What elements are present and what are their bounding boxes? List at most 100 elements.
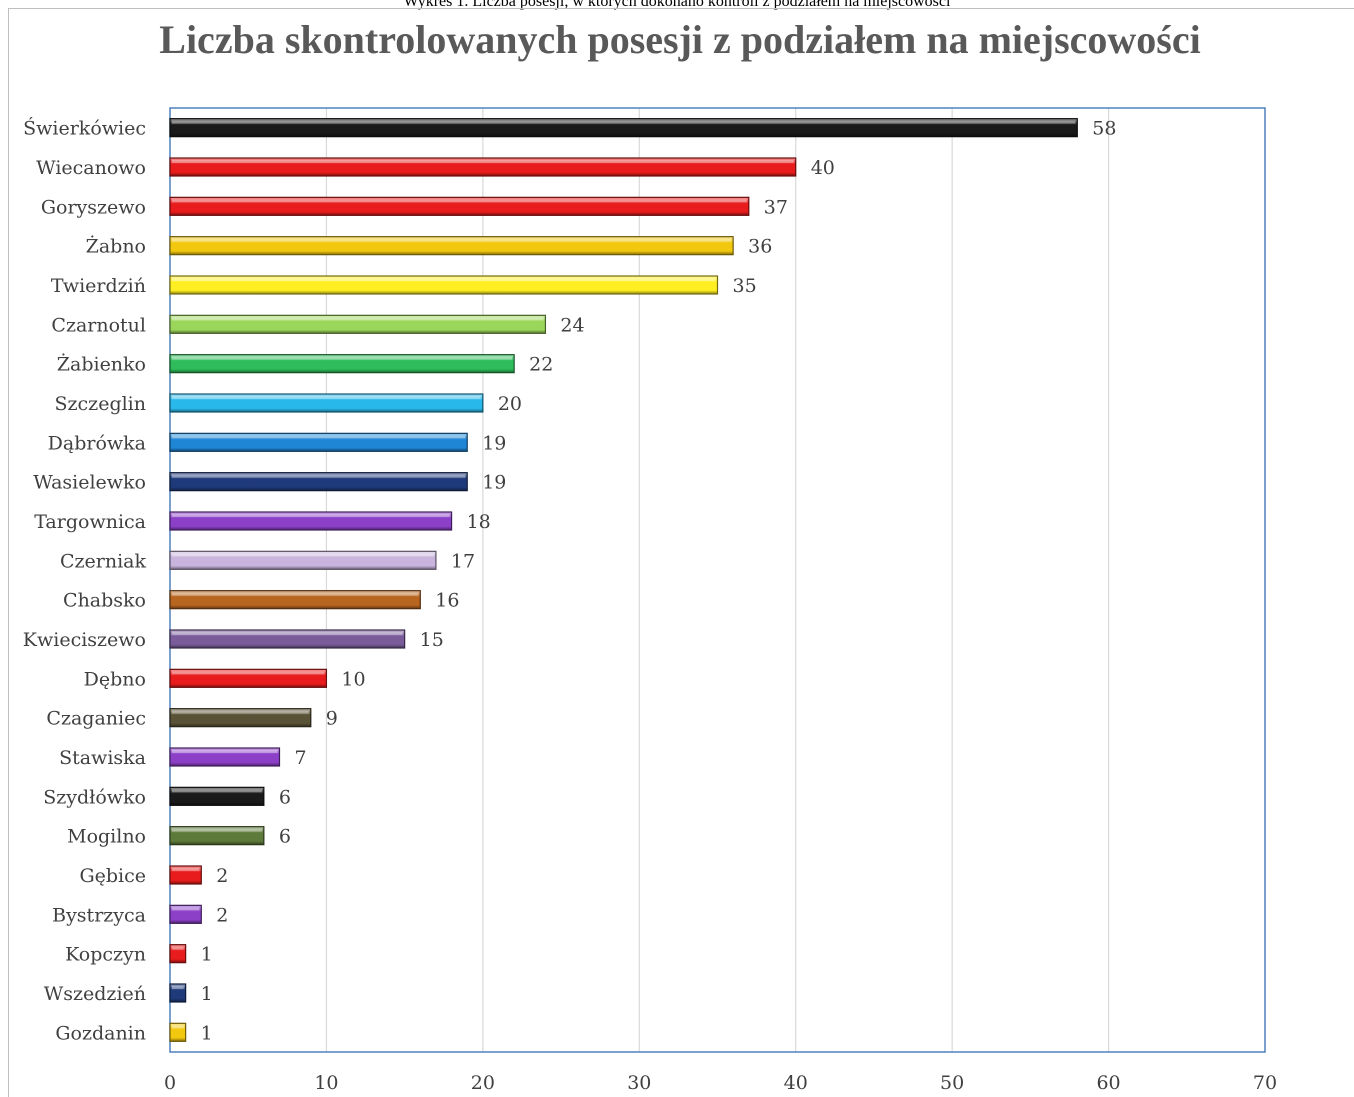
- bar-7: [169, 354, 515, 374]
- bar-6: [169, 314, 547, 334]
- category-label: Mogilno: [67, 826, 146, 848]
- data-label: 6: [279, 826, 291, 848]
- category-label: Bystrzyca: [52, 904, 146, 926]
- category-label: Żabno: [86, 235, 146, 258]
- bar-highlight: [172, 592, 419, 596]
- bar-highlight: [172, 828, 262, 832]
- figure-caption: Wykres 1. Liczba posesji, w których doko…: [403, 0, 951, 10]
- bar-10: [169, 472, 468, 492]
- data-label: 58: [1092, 118, 1116, 140]
- bar-highlight: [172, 868, 200, 871]
- x-tick-label: 0: [164, 1072, 176, 1094]
- x-tick-label: 20: [471, 1072, 495, 1094]
- bar-highlight: [172, 160, 794, 163]
- data-label: 15: [420, 629, 444, 651]
- bar-14: [169, 629, 406, 649]
- data-label: 1: [201, 983, 213, 1005]
- category-label: Szczeglin: [55, 393, 146, 415]
- x-tick-label: 30: [627, 1072, 651, 1094]
- data-label: 2: [216, 904, 228, 926]
- chart-frame: [8, 8, 1354, 1097]
- bar-20: [169, 865, 202, 885]
- bar-highlight: [172, 1025, 184, 1029]
- bar-9: [169, 432, 468, 452]
- bar-highlight: [172, 632, 403, 635]
- plot-area-border: [169, 107, 1266, 1053]
- category-label: Świerkówiec: [23, 117, 146, 140]
- category-label: Kwieciszewo: [23, 629, 146, 651]
- data-label: 9: [326, 708, 338, 730]
- category-labels: Świerkówiec Wiecanowo Goryszewo Żabno Twierd…: [23, 117, 147, 1045]
- x-tick-label: 50: [940, 1072, 964, 1094]
- data-label: 1: [201, 944, 213, 966]
- category-label: Goryszewo: [41, 196, 146, 218]
- bar-23: [169, 983, 187, 1003]
- bar-1: [169, 118, 1078, 138]
- category-label: Kopczyn: [65, 944, 146, 966]
- bar-highlight: [172, 750, 278, 753]
- bar-highlight: [172, 317, 544, 321]
- data-label: 35: [733, 275, 757, 297]
- bar-16: [169, 708, 312, 728]
- bar-highlight: [172, 238, 732, 242]
- data-label: 22: [529, 354, 553, 376]
- data-label: 7: [295, 747, 307, 769]
- bar-highlight: [172, 789, 262, 793]
- bar-12: [169, 550, 437, 570]
- bar-18: [169, 786, 265, 806]
- category-label: Dębno: [84, 668, 146, 690]
- data-label: 1: [201, 1022, 213, 1044]
- category-label: Gozdanin: [55, 1022, 146, 1044]
- chart-title: Liczba skontrolowanych posesji z podział…: [159, 17, 1201, 62]
- data-label: 37: [764, 196, 788, 218]
- bar-24: [169, 1022, 187, 1042]
- x-tick-label: 70: [1253, 1072, 1277, 1094]
- category-label: Wasielewko: [33, 472, 146, 494]
- bar-5: [169, 275, 719, 295]
- data-label: 40: [811, 157, 835, 179]
- bar-4: [169, 236, 734, 256]
- category-label: Wszedzień: [44, 983, 146, 1005]
- category-label: Targownica: [34, 511, 146, 533]
- bar-highlight: [172, 986, 184, 989]
- bar-highlight: [172, 278, 716, 281]
- bars: [169, 118, 1078, 1042]
- data-label: 17: [451, 550, 475, 572]
- category-label: Czarnotul: [51, 314, 146, 336]
- x-tick-label: 60: [1096, 1072, 1120, 1094]
- bar-highlight: [172, 514, 450, 517]
- bar-15: [169, 668, 328, 688]
- data-label: 19: [482, 472, 506, 494]
- x-tick-labels: 0 10 20 30 40 50 60 70: [164, 1072, 1277, 1094]
- data-label: 20: [498, 393, 522, 415]
- category-label: Twierdziń: [51, 275, 146, 297]
- data-label: 16: [435, 590, 459, 612]
- bar-highlight: [172, 710, 309, 714]
- category-label: Dąbrówka: [48, 432, 146, 454]
- category-label: Wiecanowo: [36, 157, 146, 179]
- bar-highlight: [172, 946, 184, 950]
- bar-17: [169, 747, 281, 767]
- data-label: 36: [748, 236, 772, 258]
- grid-lines: [325, 108, 1110, 1052]
- bar-3: [169, 196, 750, 216]
- bar-8: [169, 393, 484, 413]
- bar-highlight: [172, 474, 466, 478]
- category-label: Stawiska: [59, 747, 146, 769]
- bar-22: [169, 944, 187, 964]
- bar-highlight: [172, 671, 325, 675]
- bar-2: [169, 157, 797, 177]
- bar-13: [169, 590, 421, 610]
- bar-highlight: [172, 199, 747, 203]
- x-tick-label: 40: [784, 1072, 808, 1094]
- bar-highlight: [172, 907, 200, 911]
- category-label: Szydłówko: [43, 786, 146, 808]
- bar-highlight: [172, 553, 434, 557]
- data-label: 18: [467, 511, 491, 533]
- bar-highlight: [172, 356, 513, 360]
- bar-11: [169, 511, 453, 531]
- category-label: Żabienko: [57, 353, 146, 376]
- data-label: 19: [482, 432, 506, 454]
